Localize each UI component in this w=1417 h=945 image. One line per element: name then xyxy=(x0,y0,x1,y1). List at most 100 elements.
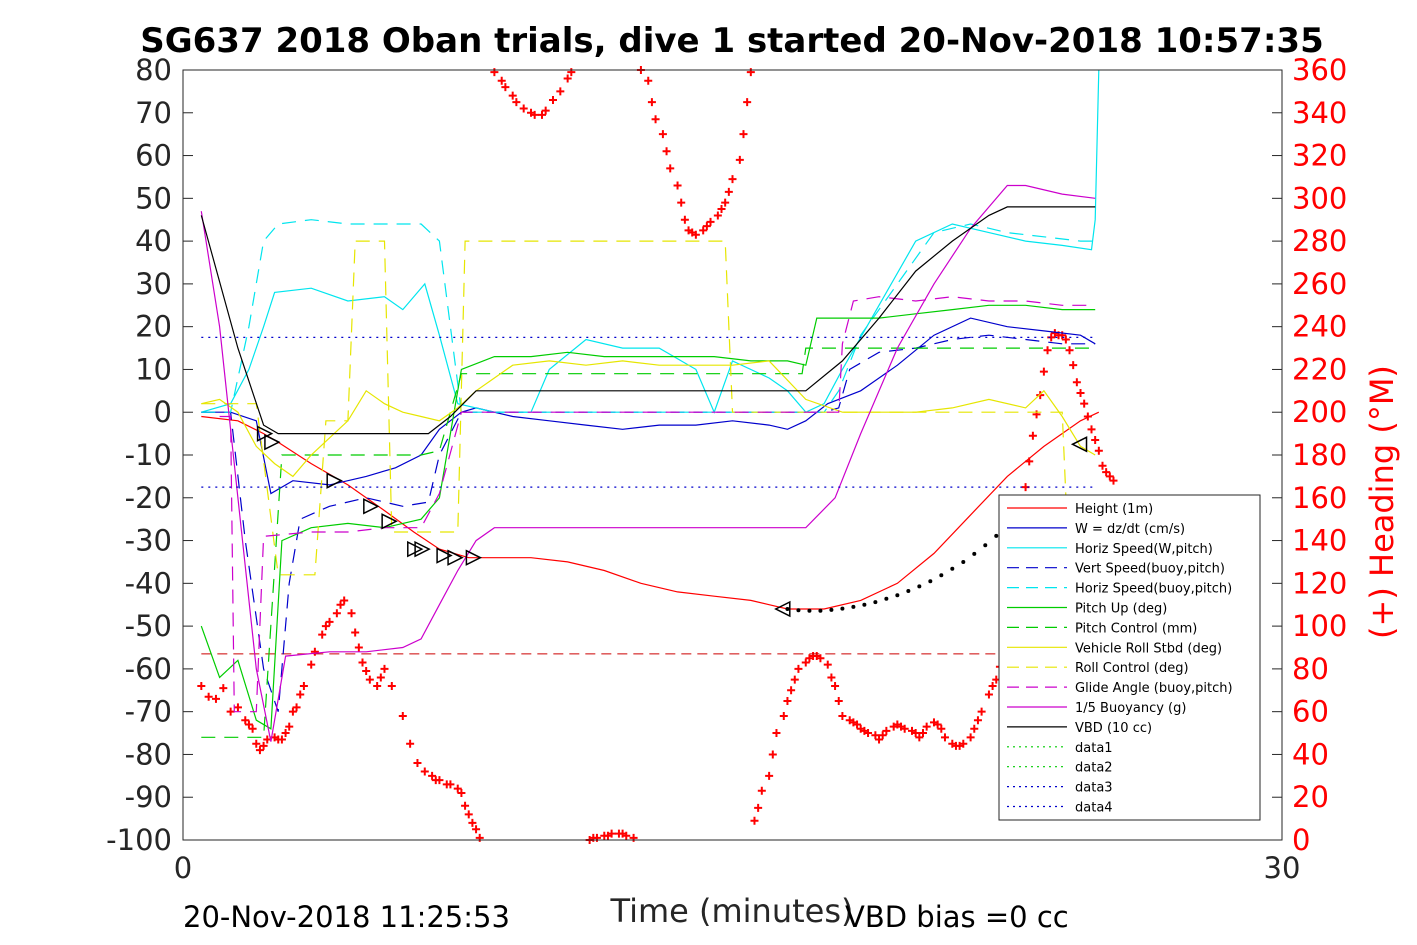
legend-label: Roll Control (deg) xyxy=(1075,661,1189,676)
heading-point xyxy=(1076,388,1085,397)
marker-triangle-left xyxy=(1070,436,1088,453)
heading-point xyxy=(875,735,884,744)
heading-point xyxy=(285,722,294,731)
heading-point xyxy=(673,181,682,190)
heading-point xyxy=(1109,476,1118,485)
heading-point xyxy=(358,658,367,667)
axis-ticks xyxy=(182,69,1283,841)
y-tick-label-left: 30 xyxy=(135,267,172,301)
legend: Height (1m) W = dz/dt (cm/s) Horiz Speed(W… xyxy=(998,494,1261,821)
y-tick-label-left: -30 xyxy=(125,524,172,558)
series-line-11 xyxy=(200,206,1096,435)
x-tick-label: 0 xyxy=(174,851,192,885)
y-tick-label-left: -60 xyxy=(125,652,172,686)
heading-point xyxy=(398,711,407,720)
heading-point xyxy=(794,664,803,673)
y-tick-labels-right: 3603403203002802602402202001801601401201… xyxy=(1292,53,1347,857)
y-tick-label-right: 60 xyxy=(1292,695,1329,729)
heading-point xyxy=(354,643,363,652)
heading-point xyxy=(508,91,517,100)
heading-point xyxy=(204,692,213,701)
footer-date: 20-Nov-2018 11:25:53 xyxy=(183,900,510,934)
heading-point xyxy=(244,720,253,729)
heading-point xyxy=(592,833,601,842)
heading-point xyxy=(607,829,616,838)
marker-dot xyxy=(906,589,911,594)
series-line-10 xyxy=(200,184,1096,742)
legend-label: Vert Speed(buoy,pitch) xyxy=(1075,562,1225,577)
heading-point xyxy=(728,175,737,184)
heading-point xyxy=(475,833,484,842)
heading-point xyxy=(790,675,799,684)
y-tick-label-right: 340 xyxy=(1292,96,1347,130)
heading-point xyxy=(984,690,993,699)
heading-point xyxy=(699,226,708,235)
heading-point xyxy=(413,759,422,767)
legend-label: W = dz/dt (cm/s) xyxy=(1075,522,1185,537)
heading-point xyxy=(629,833,638,842)
heading-point xyxy=(823,660,832,669)
chart-title: SG637 2018 Oban trials, dive 1 started 2… xyxy=(140,21,1324,61)
heading-point xyxy=(1069,361,1078,370)
marker-dot xyxy=(851,604,856,609)
y-tick-label-right: 0 xyxy=(1292,823,1310,857)
legend-label: Height (1m) xyxy=(1075,502,1153,517)
heading-point xyxy=(1036,391,1045,400)
heading-point xyxy=(288,707,297,716)
y-tick-label-right: 260 xyxy=(1292,267,1347,301)
heading-point xyxy=(871,731,880,740)
heading-point xyxy=(406,739,415,748)
marker-dot xyxy=(818,608,823,613)
heading-point xyxy=(977,707,986,716)
marker-dot xyxy=(873,600,878,605)
heading-point xyxy=(662,147,671,156)
x-tick-labels: 0 30 xyxy=(174,851,1301,885)
heading-point xyxy=(831,682,840,690)
heading-point xyxy=(468,818,477,827)
marker-dot xyxy=(785,607,790,611)
heading-point xyxy=(226,707,235,716)
y-tick-label-right: 140 xyxy=(1292,524,1347,558)
y-tick-label-left: 50 xyxy=(135,181,172,215)
series-line-1 xyxy=(201,317,1096,495)
heading-point xyxy=(321,622,330,631)
marker-triangle-left xyxy=(774,600,791,618)
heading-point xyxy=(241,716,250,725)
heading-point xyxy=(259,741,268,750)
heading-point xyxy=(717,205,726,214)
heading-point xyxy=(387,682,396,690)
heading-point xyxy=(1028,431,1037,440)
heading-point xyxy=(248,724,257,733)
heading-point xyxy=(970,724,979,733)
heading-point xyxy=(530,110,539,119)
legend-label: Horiz Speed(W,pitch) xyxy=(1075,542,1213,557)
heading-point xyxy=(1094,446,1103,455)
heading-point xyxy=(878,731,887,740)
heading-point xyxy=(779,711,788,720)
heading-point xyxy=(853,720,862,729)
heading-point xyxy=(538,110,547,119)
marker-triangle-right xyxy=(447,549,464,566)
y-tick-label-left: 0 xyxy=(154,395,172,429)
legend-label: Pitch Up (deg) xyxy=(1075,602,1167,617)
y-tick-label-left: -100 xyxy=(106,823,172,857)
heading-point xyxy=(644,76,653,85)
heading-point xyxy=(1072,378,1081,387)
heading-point xyxy=(750,816,759,825)
heading-point xyxy=(940,733,949,742)
heading-point xyxy=(376,673,385,682)
heading-point xyxy=(1102,468,1111,477)
legend-label: Glide Angle (buoy,pitch) xyxy=(1075,681,1233,696)
heading-point xyxy=(988,682,997,690)
height-markers xyxy=(256,425,1088,618)
marker-dot xyxy=(939,573,944,578)
heading-point xyxy=(446,780,455,789)
heading-point xyxy=(1061,335,1070,344)
marker-dot xyxy=(807,608,812,613)
footer-vbd-bias: VBD bias =0 cc xyxy=(845,900,1069,934)
legend-box xyxy=(998,494,1261,821)
heading-point xyxy=(1043,346,1052,355)
heading-point xyxy=(340,596,349,605)
marker-dot xyxy=(884,596,889,601)
